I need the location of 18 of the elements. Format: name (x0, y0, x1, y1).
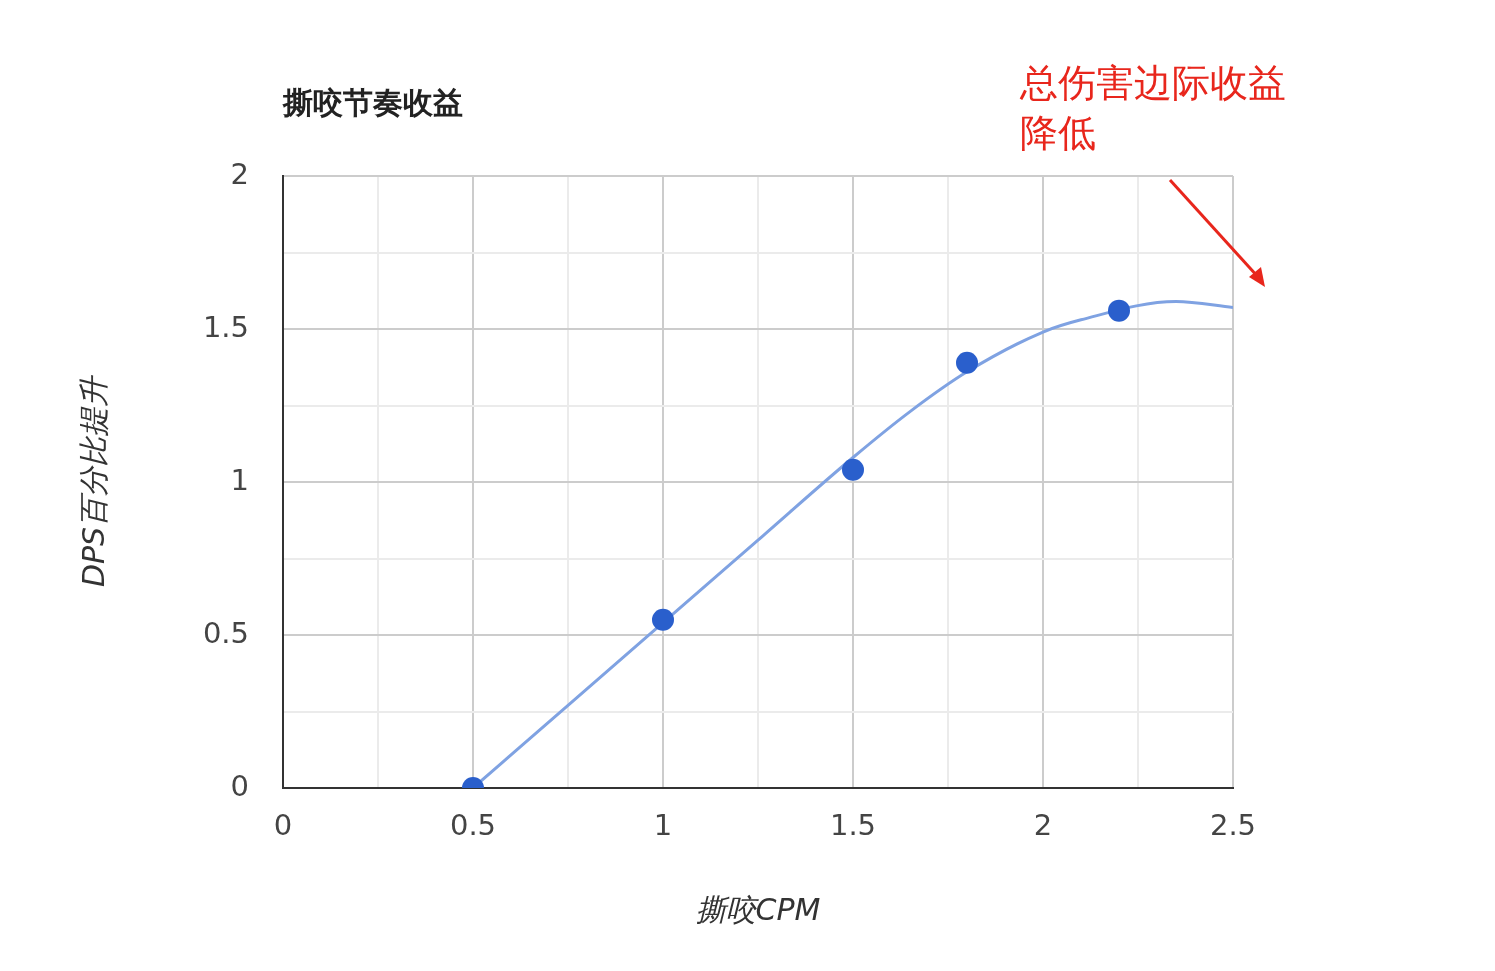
point (956, 351, 978, 374)
x-tick-label: 1.5 (829, 807, 877, 842)
text: 总伤害边际收益降低 (1020, 60, 1287, 157)
x-axis-title: 撕咬CPM (695, 891, 821, 927)
x-tick-label: 1 (653, 807, 673, 842)
point (842, 458, 864, 481)
y-tick-label: 0.5 (202, 615, 249, 650)
x-tick-label: 0 (273, 807, 293, 842)
x-tick-label: 2 (1033, 807, 1053, 842)
y-tick-label: 2 (230, 156, 249, 191)
y-tick-label: 1 (230, 462, 249, 497)
x-tick-label: 0.5 (449, 807, 497, 842)
y-tick-label: 1.5 (202, 309, 249, 344)
y-axis-title: DPS百分比提升 (75, 374, 111, 588)
point (1108, 299, 1130, 322)
x-tick-label: 2.5 (1209, 807, 1257, 842)
y-tick-label: 0 (230, 768, 249, 803)
chart-title: 撕咬节奏收益 (282, 84, 463, 120)
